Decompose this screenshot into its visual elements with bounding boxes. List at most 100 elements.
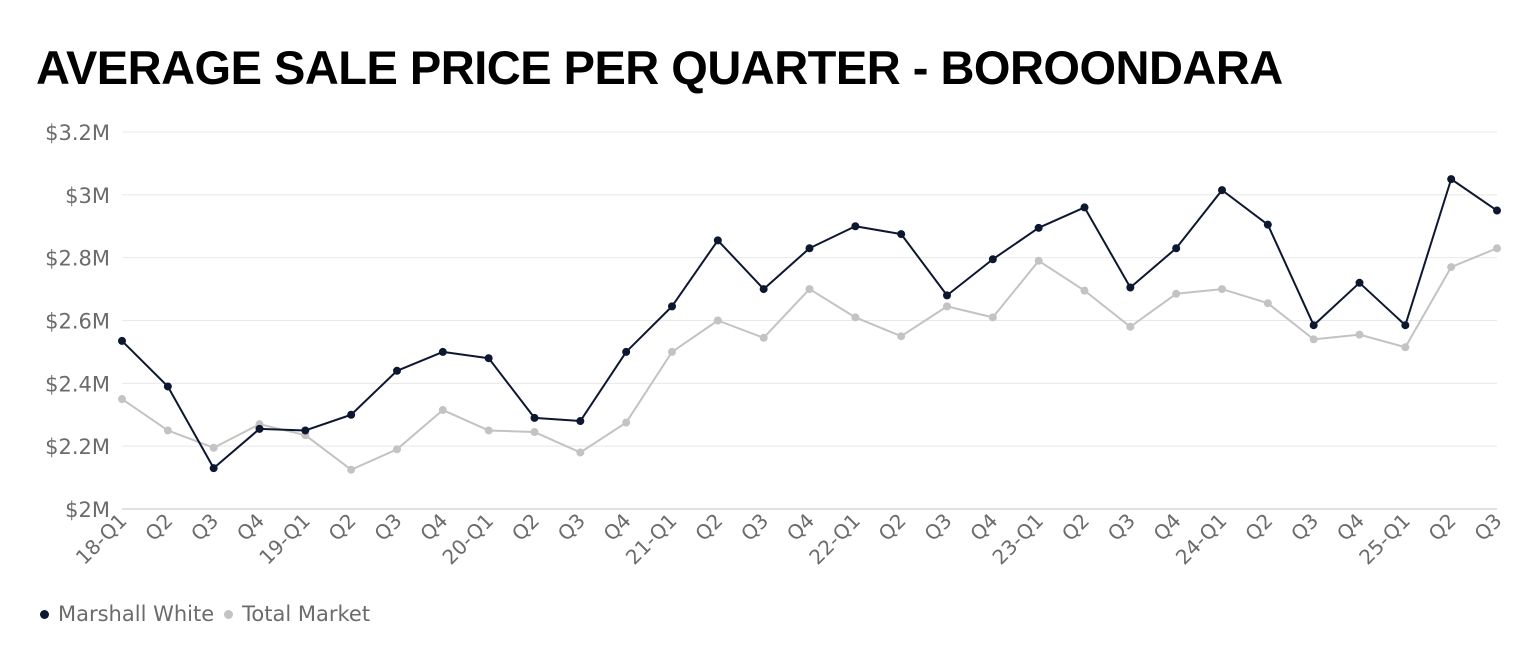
data-point-total-market	[1218, 285, 1226, 294]
data-point-total-market	[438, 406, 447, 415]
data-point-total-market	[897, 332, 906, 341]
x-tick-label: Q3	[1469, 509, 1506, 546]
y-tick-label: $3M	[65, 184, 110, 208]
data-point-total-market	[713, 316, 722, 325]
legend-label-total-market: Total Market	[242, 602, 371, 626]
data-point-marshall-white	[530, 413, 539, 422]
data-point-total-market	[668, 347, 676, 356]
x-tick-label: Q2	[690, 509, 727, 546]
legend-item-marshall-white: Marshall White	[40, 602, 214, 626]
data-point-marshall-white	[255, 424, 264, 433]
data-point-marshall-white	[1172, 244, 1181, 253]
data-point-marshall-white	[576, 417, 585, 426]
data-point-marshall-white	[1401, 321, 1410, 330]
x-tick-label: Q3	[553, 509, 590, 546]
series	[118, 175, 1501, 474]
legend-marker-total-market	[224, 609, 234, 619]
series-line-marshall-white	[121, 178, 1498, 470]
data-point-marshall-white	[668, 302, 676, 311]
data-point-marshall-white	[118, 336, 126, 345]
x-tick-label: Q4	[415, 509, 452, 546]
data-point-total-market	[576, 448, 585, 457]
x-tick-label: Q4	[1149, 509, 1186, 546]
chart-title: AVERAGE SALE PRICE PER QUARTER - BOROOND…	[36, 41, 1283, 94]
x-tick-label: Q4	[1332, 509, 1369, 546]
y-tick-label: $3.2M	[45, 121, 110, 145]
data-point-marshall-white	[943, 291, 951, 300]
data-point-total-market	[851, 313, 860, 322]
x-tick-label: 24-Q1	[1171, 509, 1232, 570]
series-total-market	[118, 244, 1501, 474]
y-tick-label: $2.6M	[45, 310, 110, 334]
data-point-total-market	[1080, 286, 1089, 295]
data-point-marshall-white	[438, 347, 447, 356]
x-tick-label: Q2	[1240, 509, 1277, 546]
legend-marker-marshall-white	[40, 609, 49, 619]
data-point-total-market	[1493, 244, 1501, 253]
x-tick-label: Q2	[1057, 509, 1094, 546]
x-tick-label: Q3	[1103, 509, 1140, 546]
x-tick-label: Q3	[1286, 509, 1323, 546]
data-point-marshall-white	[713, 236, 722, 245]
x-tick-label: Q3	[369, 509, 406, 546]
data-point-marshall-white	[805, 244, 814, 253]
data-point-marshall-white	[1447, 175, 1456, 184]
legend-item-total-market: Total Market	[224, 602, 370, 626]
y-axis-tick-labels: $2M $2.2M $2.4M $2.6M $2.8M $3M $3.2M	[45, 121, 110, 522]
x-tick-label: 21-Q1	[621, 509, 682, 570]
data-point-marshall-white	[1080, 203, 1089, 212]
data-point-marshall-white	[759, 285, 768, 294]
legend: Marshall White Total Market	[40, 602, 380, 626]
x-tick-label: Q2	[874, 509, 911, 546]
x-tick-label: Q2	[1424, 509, 1461, 546]
data-point-marshall-white	[1493, 206, 1501, 215]
y-tick-label: $2.2M	[45, 435, 110, 459]
grid-lines	[122, 131, 1497, 510]
data-point-total-market	[163, 426, 172, 435]
x-tick-label: Q3	[186, 509, 223, 546]
data-point-marshall-white	[301, 426, 310, 435]
x-tick-label: 25-Q1	[1354, 509, 1415, 570]
legend-label-marshall-white: Marshall White	[58, 602, 215, 626]
y-tick-label: $2.4M	[45, 372, 110, 396]
data-point-marshall-white	[484, 354, 493, 363]
data-point-marshall-white	[897, 230, 906, 239]
y-tick-label: $2.8M	[45, 247, 110, 271]
x-tick-label: Q2	[324, 509, 361, 546]
data-point-marshall-white	[347, 410, 356, 419]
x-tick-label: 20-Q1	[437, 509, 498, 570]
series-line-total-market	[121, 247, 1498, 471]
x-tick-label: 22-Q1	[804, 509, 865, 570]
data-point-total-market	[759, 333, 768, 342]
data-point-marshall-white	[1218, 186, 1226, 195]
series-marshall-white	[118, 175, 1501, 473]
data-point-total-market	[805, 285, 814, 294]
data-point-total-market	[118, 395, 126, 404]
data-point-total-market	[1355, 330, 1364, 339]
data-point-total-market	[1172, 289, 1181, 298]
data-point-marshall-white	[1309, 321, 1318, 330]
data-point-marshall-white	[1126, 283, 1135, 292]
data-point-total-market	[393, 445, 401, 454]
x-tick-label: Q2	[507, 509, 544, 546]
data-point-marshall-white	[1355, 278, 1364, 287]
data-point-total-market	[943, 302, 951, 311]
data-point-total-market	[209, 443, 218, 452]
data-point-total-market	[1034, 256, 1043, 265]
data-point-total-market	[1447, 263, 1456, 272]
data-point-total-market	[530, 428, 539, 437]
x-tick-label: Q4	[599, 509, 636, 546]
data-point-marshall-white	[988, 255, 997, 264]
x-tick-label: 19-Q1	[254, 509, 315, 570]
data-point-total-market	[622, 418, 631, 427]
data-point-marshall-white	[851, 222, 860, 231]
data-point-marshall-white	[163, 382, 172, 391]
data-point-marshall-white	[1263, 220, 1272, 229]
x-tick-label: Q3	[736, 509, 773, 546]
data-point-total-market	[1309, 335, 1318, 344]
data-point-total-market	[1263, 299, 1272, 308]
data-point-marshall-white	[209, 464, 218, 473]
data-point-total-market	[347, 465, 356, 474]
x-tick-label: Q4	[232, 509, 269, 546]
data-point-marshall-white	[622, 347, 631, 356]
